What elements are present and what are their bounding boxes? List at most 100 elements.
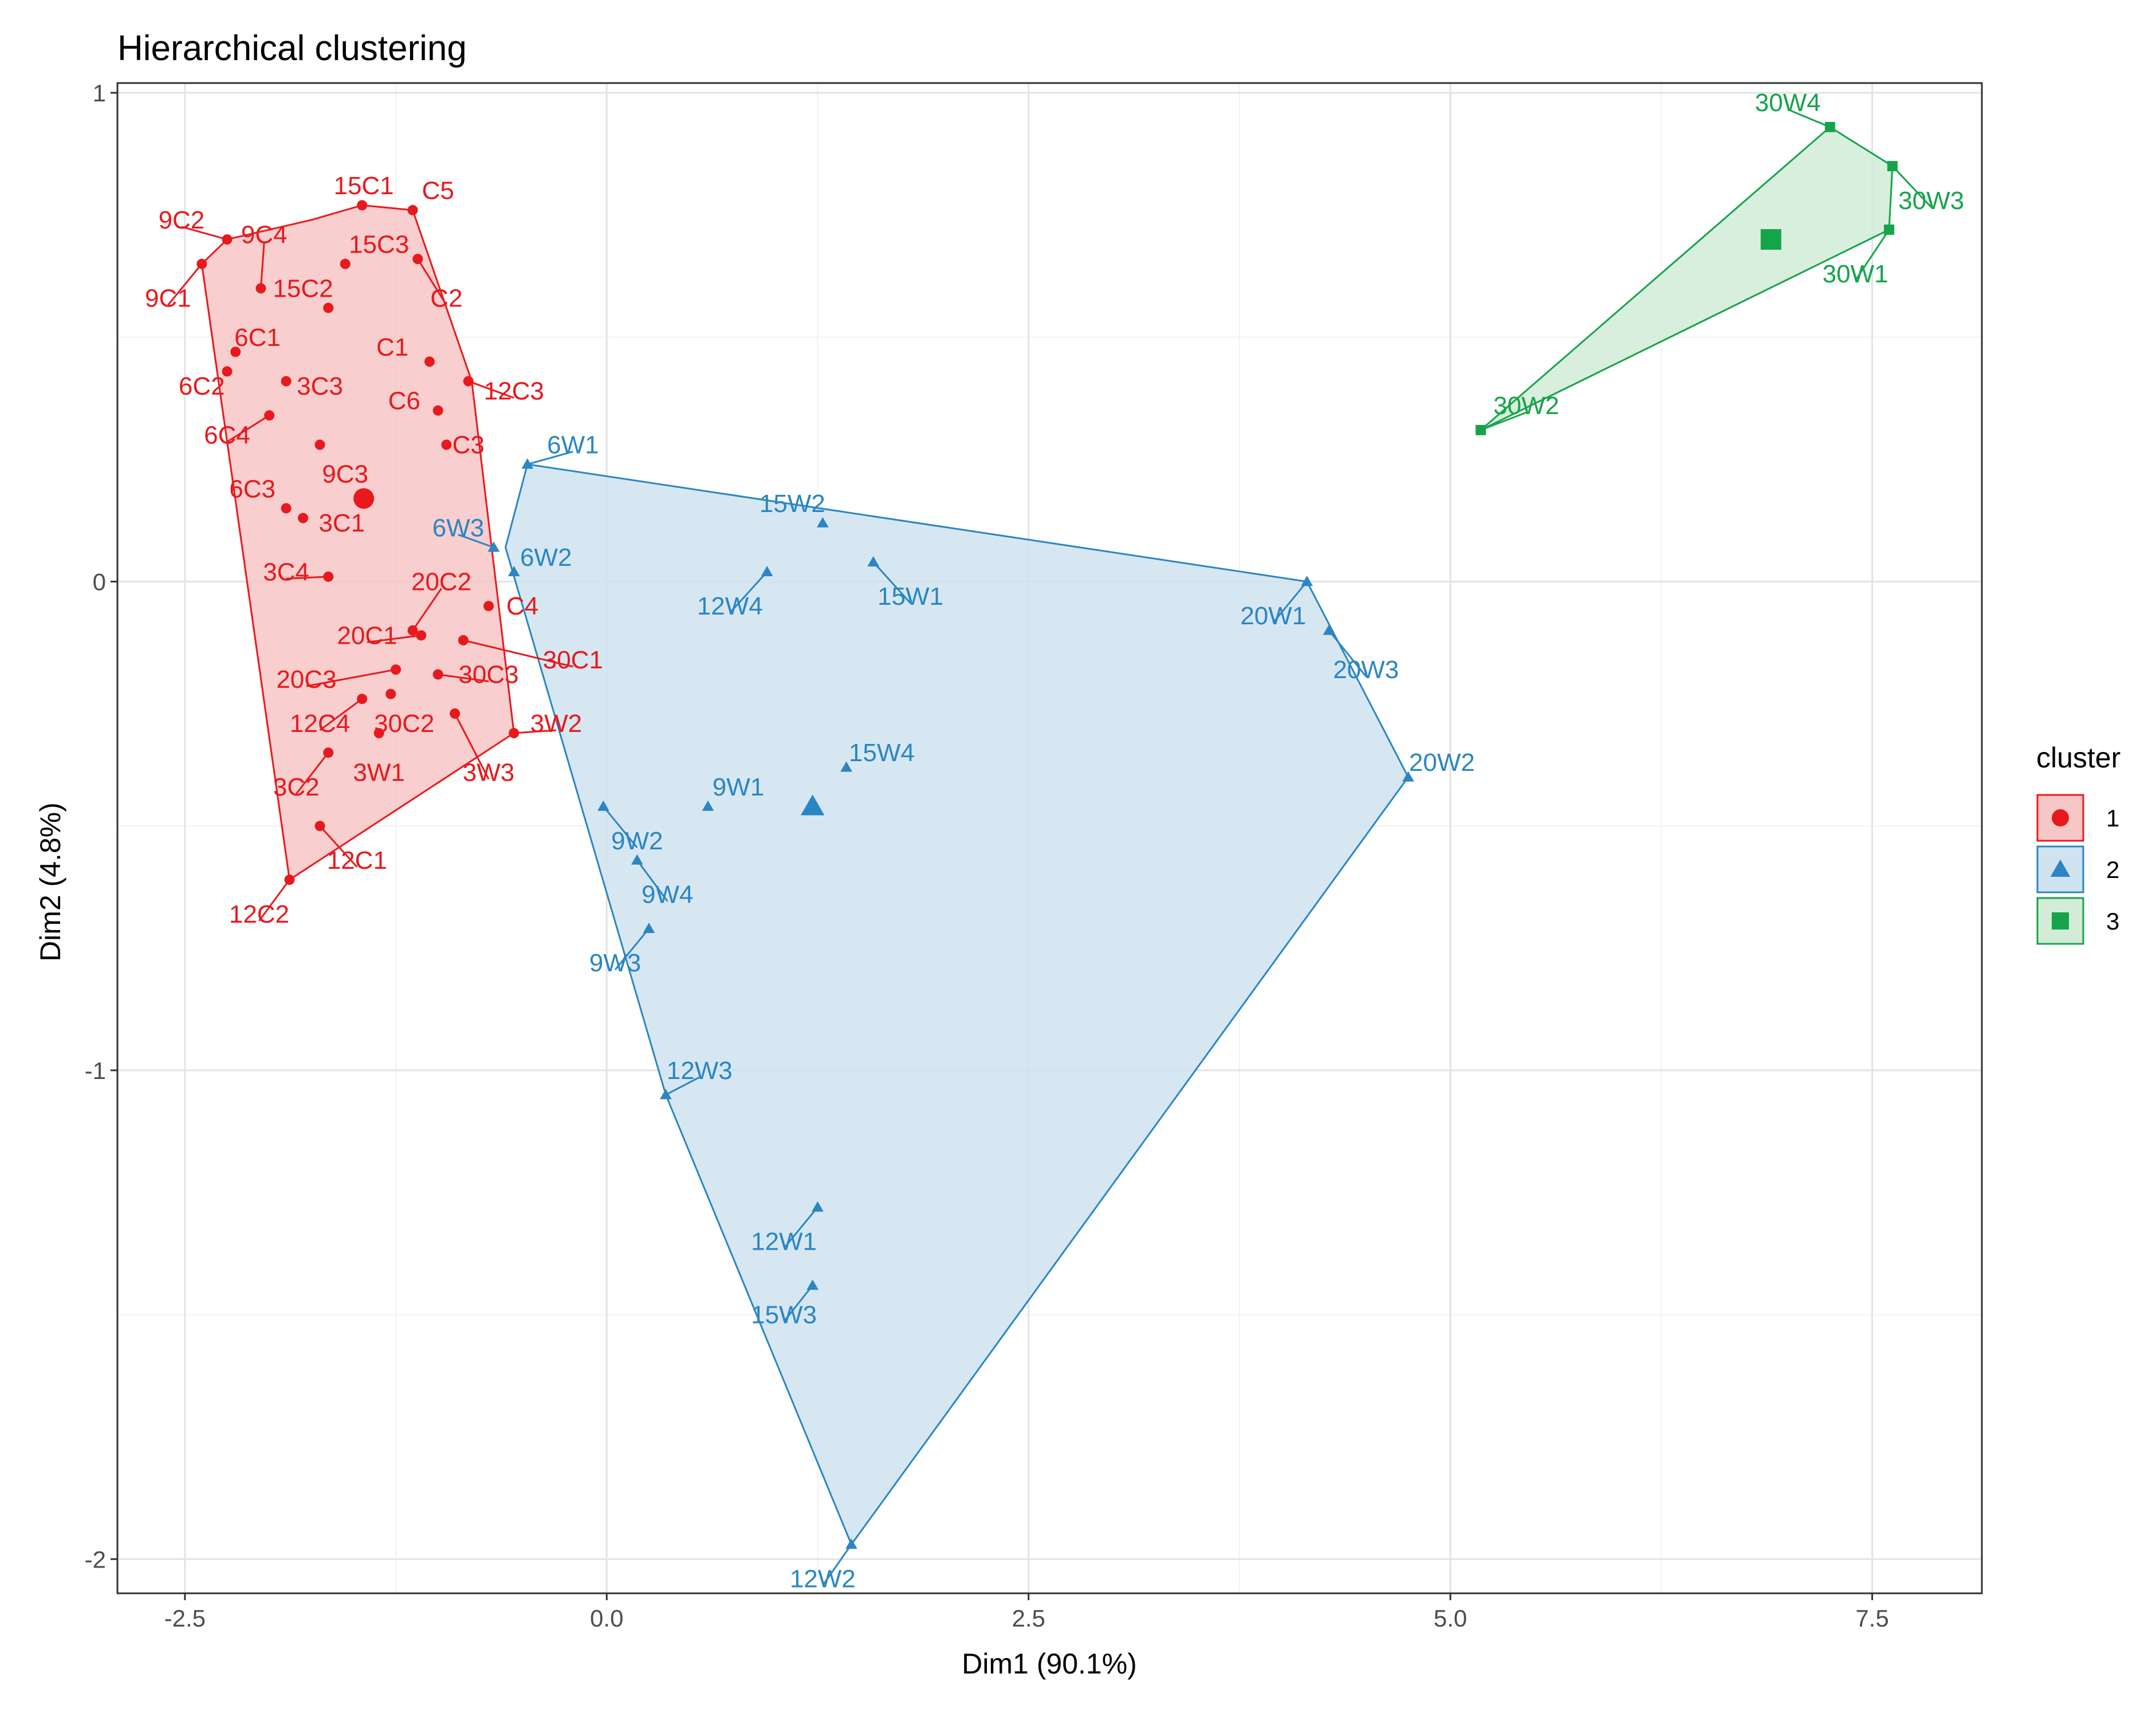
- data-point: [812, 1201, 824, 1212]
- point-label: 30C3: [458, 661, 518, 689]
- data-point: [1323, 624, 1335, 635]
- x-tick-label: 5.0: [1434, 1605, 1467, 1632]
- data-point: [373, 728, 384, 739]
- label-leader: [468, 380, 514, 399]
- legend-label-3: 3: [2106, 908, 2119, 935]
- data-point: [1476, 424, 1486, 435]
- label-leader: [1328, 629, 1367, 678]
- data-point: [407, 625, 418, 636]
- data-point: [660, 1089, 672, 1100]
- point-label: 20W2: [1409, 749, 1475, 777]
- point-label: 15C3: [349, 231, 409, 259]
- point-label: 15W2: [760, 490, 825, 518]
- y-axis-title: Dim2 (4.8%): [34, 802, 66, 962]
- point-label: 6W1: [547, 431, 599, 459]
- x-tick-label: 7.5: [1855, 1605, 1889, 1632]
- data-point: [416, 630, 427, 641]
- label-leader: [319, 825, 358, 868]
- point-label: 12W2: [790, 1565, 856, 1593]
- data-point: [323, 302, 334, 313]
- data-point: [357, 200, 368, 211]
- label-leader: [367, 634, 422, 643]
- data-point: [643, 923, 655, 934]
- chart-title: Hierarchical clustering: [117, 29, 467, 68]
- label-leader: [603, 806, 638, 848]
- point-label: 12C2: [229, 900, 289, 928]
- data-point: [284, 875, 295, 885]
- data-point: [255, 283, 266, 294]
- data-point: [314, 439, 325, 450]
- point-label: 15C2: [273, 274, 333, 302]
- point-label: 3C1: [318, 509, 365, 537]
- data-point: [1402, 771, 1414, 782]
- data-point: [483, 601, 494, 612]
- point-label: C1: [376, 333, 408, 361]
- point-label: 12C4: [290, 710, 350, 738]
- point-label: 3C2: [273, 773, 320, 801]
- label-leader: [783, 1285, 813, 1322]
- data-point: [391, 664, 402, 675]
- point-label: C2: [430, 284, 462, 312]
- point-label: 3C4: [263, 558, 309, 586]
- panel-border: [116, 82, 1983, 1594]
- x-axis-title: Dim1 (90.1%): [962, 1648, 1137, 1680]
- data-point: [340, 258, 351, 269]
- data-point: [424, 356, 435, 367]
- data-point: [323, 747, 334, 758]
- y-tick-label: 0: [93, 568, 106, 595]
- label-leader: [259, 241, 265, 289]
- data-point: [463, 376, 474, 387]
- point-label: 9C4: [241, 221, 288, 249]
- point-label: 20C2: [411, 568, 471, 596]
- point-label: 6C1: [234, 324, 281, 352]
- cluster-3-centroid: [1760, 229, 1781, 250]
- label-leader: [296, 752, 329, 794]
- data-point: [507, 566, 520, 577]
- data-point: [597, 800, 609, 811]
- data-point: [1301, 576, 1313, 586]
- data-point: [281, 503, 292, 514]
- data-point: [298, 513, 309, 523]
- cluster-1-centroid: [353, 488, 375, 509]
- point-label: 3C3: [297, 372, 343, 400]
- point-label: 6C2: [179, 372, 225, 400]
- x-tick-label: -2.5: [164, 1605, 206, 1632]
- data-point: [222, 234, 233, 245]
- label-leader: [1787, 108, 1831, 128]
- label-leader: [872, 561, 911, 604]
- point-label: C4: [506, 592, 538, 620]
- label-leader: [454, 713, 490, 779]
- data-point: [845, 1538, 857, 1549]
- label-leader: [636, 860, 668, 902]
- point-label: 15W3: [751, 1301, 817, 1329]
- point-label: 6C4: [204, 421, 250, 449]
- label-leader: [258, 879, 290, 922]
- point-label: 6W3: [432, 514, 484, 542]
- point-label: C6: [388, 387, 420, 415]
- label-leader: [1854, 229, 1890, 281]
- point-label: 30W4: [1755, 89, 1821, 117]
- point-label: 12C3: [484, 377, 544, 405]
- point-label: 15C1: [333, 172, 394, 200]
- label-leader: [729, 571, 768, 614]
- data-point: [521, 458, 534, 469]
- legend-title: cluster: [2036, 742, 2120, 774]
- point-label: 9W1: [713, 773, 764, 801]
- point-label: 12C1: [327, 846, 387, 875]
- label-leader: [527, 451, 573, 466]
- point-label: 30W3: [1898, 187, 1964, 215]
- data-point: [1883, 225, 1894, 235]
- point-label: 30C2: [374, 710, 434, 738]
- data-point: [432, 669, 443, 680]
- cluster-2-centroid: [800, 794, 825, 816]
- data-point: [314, 821, 325, 832]
- plot-panel: 9C1 9C2 9C4 15C1 C5 15C3 15C2 C2 6C1 C1 12C3 6C2 3C3…: [85, 80, 1983, 1632]
- data-point: [1887, 161, 1898, 172]
- data-point: [816, 517, 829, 527]
- label-leader: [1272, 581, 1308, 624]
- data-point: [450, 708, 461, 719]
- label-leader: [412, 588, 442, 631]
- data-point: [458, 635, 469, 645]
- data-point: [840, 761, 852, 772]
